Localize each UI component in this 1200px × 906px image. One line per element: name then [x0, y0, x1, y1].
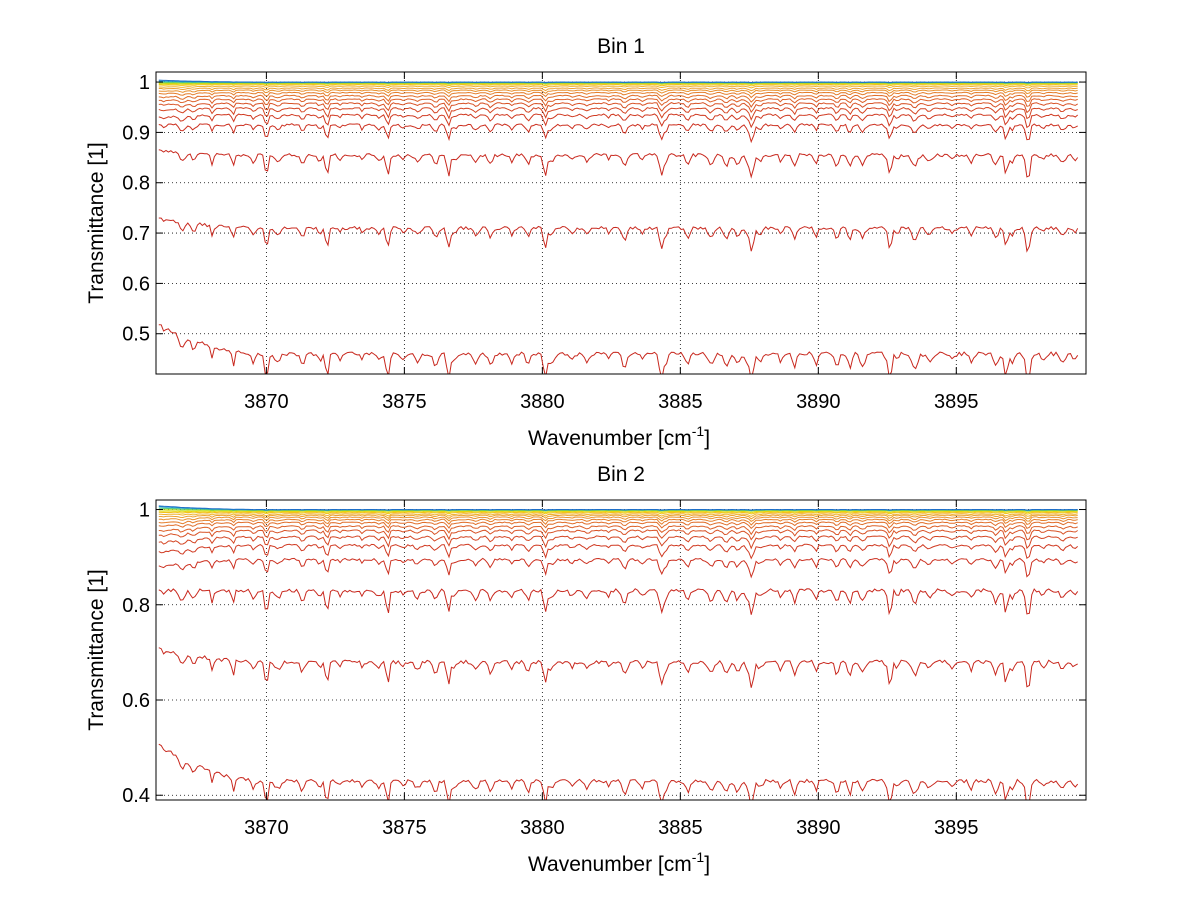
- series-group: [158, 505, 1079, 800]
- y-tick-label: 0.6: [122, 690, 150, 712]
- series-line-3: [158, 149, 1079, 179]
- y-tick-label: 0.6: [122, 273, 150, 295]
- series-line-12: [158, 514, 1078, 520]
- y-tick-label: 0.9: [122, 122, 150, 144]
- series-line-9: [158, 521, 1078, 530]
- series-line-9: [158, 94, 1078, 103]
- y-axis-label: Transmittance [1]: [85, 142, 108, 303]
- x-tick-label: 3890: [796, 817, 841, 839]
- series-line-5: [158, 543, 1079, 560]
- x-axis-label: Wavenumber [cm-1]: [528, 423, 710, 450]
- y-tick-label: 1: [139, 500, 150, 522]
- chart-panel-1: 3870 3875 3880 3885 3890 3895 0.5 0.6 0.7 0.8 0.9 1…: [85, 35, 1087, 450]
- series-line-6: [158, 535, 1078, 550]
- x-axis-label: Wavenumber [cm-1]: [528, 849, 710, 876]
- x-tick-label: 3870: [244, 817, 289, 839]
- x-tick-label: 3875: [382, 391, 427, 413]
- series-line-4: [158, 557, 1078, 579]
- x-tick-label: 3875: [382, 817, 427, 839]
- series-line-15: [158, 510, 1078, 514]
- x-tick-label: 3885: [658, 391, 703, 413]
- series-line-8: [158, 98, 1078, 108]
- series-line-13: [158, 513, 1078, 517]
- axes-box: [155, 71, 1087, 375]
- y-tick-label: 0.4: [122, 785, 150, 807]
- y-tick-label: 0.8: [122, 173, 150, 195]
- axes-box: [155, 499, 1087, 801]
- x-tick-label: 3880: [520, 817, 565, 839]
- series-line-11: [158, 89, 1078, 95]
- series-group: [158, 79, 1079, 374]
- y-tick-label: 0.5: [122, 324, 150, 346]
- x-tick-label: 3890: [796, 391, 841, 413]
- series-line-6: [158, 106, 1078, 121]
- y-tick-label: 1: [139, 72, 150, 94]
- series-line-1: [158, 324, 1079, 374]
- series-line-10: [158, 518, 1078, 526]
- series-line-1: [158, 743, 1079, 800]
- series-line-19: [158, 505, 1078, 511]
- series-line-2: [158, 647, 1078, 688]
- chart-title: Bin 1: [597, 35, 645, 58]
- series-line-7: [158, 102, 1078, 114]
- series-line-3: [158, 588, 1079, 616]
- series-line-2: [158, 217, 1079, 253]
- series-line-8: [158, 525, 1078, 536]
- x-tick-label: 3870: [244, 391, 289, 413]
- x-tick-label: 3885: [658, 817, 703, 839]
- chart-title: Bin 2: [597, 463, 645, 486]
- x-tick-label: 3880: [520, 391, 565, 413]
- y-axis-label: Transmittance [1]: [85, 569, 108, 730]
- series-line-5: [158, 113, 1079, 129]
- series-line-19: [158, 79, 1078, 84]
- x-tick-label: 3895: [934, 817, 979, 839]
- series-line-7: [158, 529, 1078, 541]
- y-tick-label: 0.7: [122, 223, 150, 245]
- x-tick-label: 3895: [934, 391, 979, 413]
- series-line-13: [158, 85, 1078, 89]
- series-line-10: [158, 91, 1078, 99]
- series-line-12: [158, 87, 1078, 92]
- series-line-14: [158, 511, 1078, 515]
- y-tick-label: 0.8: [122, 595, 150, 617]
- chart-panel-2: 3870 3875 3880 3885 3890 3895 0.4 0.6 0.8 1 Bin 2 W…: [85, 463, 1087, 876]
- series-line-4: [158, 123, 1078, 144]
- series-line-14: [158, 83, 1078, 87]
- series-line-11: [158, 516, 1078, 523]
